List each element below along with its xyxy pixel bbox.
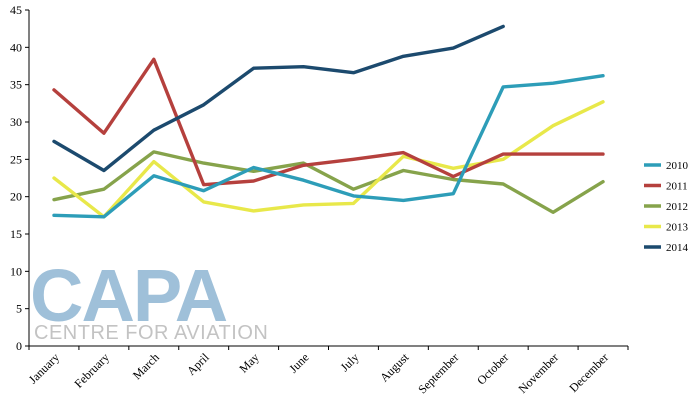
x-axis-tick-label: April bbox=[184, 350, 212, 378]
y-axis-tick-label: 5 bbox=[16, 302, 22, 316]
y-axis-tick-label: 10 bbox=[10, 264, 22, 278]
x-axis-tick-label: May bbox=[236, 350, 261, 375]
y-axis-tick-label: 15 bbox=[10, 227, 22, 241]
legend-label-2014: 2014 bbox=[666, 242, 689, 254]
x-axis-tick-label: October bbox=[474, 350, 511, 387]
series-line-2011 bbox=[52, 57, 605, 187]
capa-watermark-logo: CAPA CENTRE FOR AVIATION bbox=[30, 254, 268, 344]
y-axis-tick-label: 35 bbox=[10, 78, 22, 92]
y-axis-tick-label: 20 bbox=[10, 190, 22, 204]
y-axis-tick-label: 25 bbox=[10, 152, 22, 166]
y-axis-tick-labels: 0 5 10 15 20 25 30 35 40 45 bbox=[10, 3, 22, 353]
legend-label-2010: 2010 bbox=[666, 160, 689, 172]
x-axis-tick-label: December bbox=[566, 350, 611, 395]
series-line-2010 bbox=[52, 73, 605, 219]
x-axis-tick-label: January bbox=[26, 350, 62, 386]
legend-label-2012: 2012 bbox=[666, 201, 688, 213]
x-axis-tick-label: February bbox=[71, 350, 112, 391]
x-axis-tick-label: March bbox=[130, 350, 162, 382]
legend-label-2011: 2011 bbox=[666, 181, 688, 193]
series-lines bbox=[52, 24, 605, 219]
x-axis-tick-label: July bbox=[338, 350, 362, 374]
x-axis-tick-label: June bbox=[286, 350, 311, 375]
series-line-2014 bbox=[52, 24, 505, 173]
y-axis-tick-label: 30 bbox=[10, 115, 22, 129]
series-line-2013 bbox=[52, 100, 605, 219]
x-axis-tick-label: September bbox=[415, 350, 461, 396]
y-axis-tick-label: 45 bbox=[10, 3, 22, 17]
legend-label-2013: 2013 bbox=[666, 222, 689, 234]
y-axis-tick-label: 0 bbox=[16, 339, 22, 353]
series-line-2012 bbox=[52, 150, 605, 215]
x-axis-tick-label: November bbox=[516, 350, 562, 396]
watermark-logo-subtext: CENTRE FOR AVIATION bbox=[34, 322, 268, 344]
legend: 2010 2011 2012 2013 2014 bbox=[644, 160, 689, 254]
x-axis-tick-label: August bbox=[377, 350, 412, 385]
x-axis-tick-labels: January February March April May June July Augu… bbox=[26, 350, 611, 397]
chart-axes bbox=[25, 9, 629, 350]
y-axis-tick-label: 40 bbox=[10, 40, 22, 54]
watermark-logo-text: CAPA bbox=[30, 254, 227, 337]
